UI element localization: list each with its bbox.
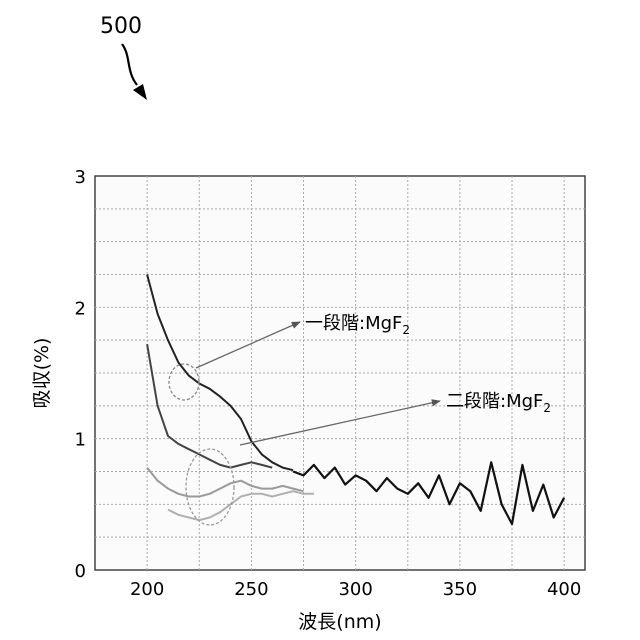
y-tick-label: 3 [75,167,86,188]
figure-label-arrowhead-icon [133,84,147,100]
y-tick-label: 2 [75,298,86,319]
annotation-one-step-label: 一段階:MgF2 [305,313,410,337]
annotation-one-step-subscript: 2 [402,323,410,337]
figure-label-arrow-icon [122,44,137,85]
x-tick-label: 300 [338,579,372,600]
y-tick-label: 0 [75,561,86,582]
annotation-two-step-subscript: 2 [543,401,551,415]
x-tick-label: 250 [234,579,268,600]
x-tick-label: 200 [130,579,164,600]
y-tick-label: 1 [75,430,86,451]
y-axis-label: 吸収(%) [31,338,53,409]
annotation-two-step-text: 二段階:MgF [446,391,543,412]
annotation-two-step-label: 二段階:MgF2 [446,391,551,415]
figure-label: 500 [100,14,142,39]
annotation-one-step-text: 一段階:MgF [305,313,402,334]
x-tick-label: 350 [443,579,477,600]
x-axis-label: 波長(nm) [298,611,381,633]
x-tick-label: 400 [547,579,581,600]
